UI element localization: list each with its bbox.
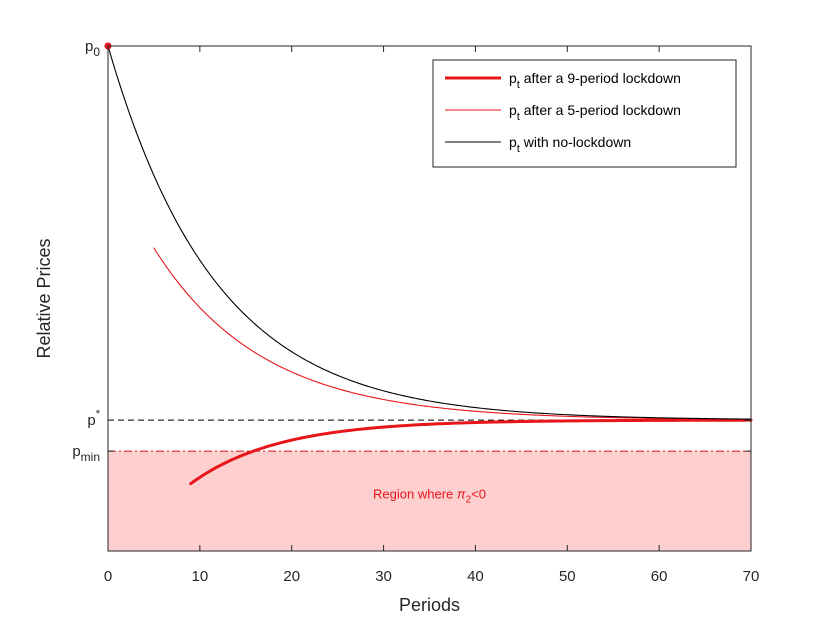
- series-line-2: [153, 247, 752, 420]
- legend-box: [432, 59, 737, 168]
- x-tick-label: 70: [743, 568, 760, 585]
- series-line-3: [107, 45, 752, 420]
- legend-label-1: pt after a 9-period lockdown: [509, 70, 681, 91]
- x-axis-title: Periods: [399, 595, 460, 615]
- x-tick-label: 60: [651, 568, 668, 585]
- x-tick-label: 50: [559, 568, 576, 585]
- x-tick-label: 30: [375, 568, 392, 585]
- plot-frame: [107, 45, 752, 552]
- x-tick-label: 0: [104, 568, 112, 585]
- series-line-1: [189, 418, 753, 486]
- region-label: Region where π2<0: [373, 487, 486, 506]
- legend-label-3: pt with no-lockdown: [509, 134, 631, 155]
- y-tick-label: p0: [85, 38, 100, 59]
- x-tick-label: 40: [467, 568, 484, 585]
- y-tick-label: pmin: [72, 443, 100, 464]
- x-tick-label: 10: [192, 568, 209, 585]
- legend-label-2: pt after a 5-period lockdown: [509, 102, 681, 123]
- y-tick-label: p*: [87, 408, 100, 429]
- x-tick-label: 20: [283, 568, 300, 585]
- y-axis-title: Relative Prices: [34, 238, 54, 358]
